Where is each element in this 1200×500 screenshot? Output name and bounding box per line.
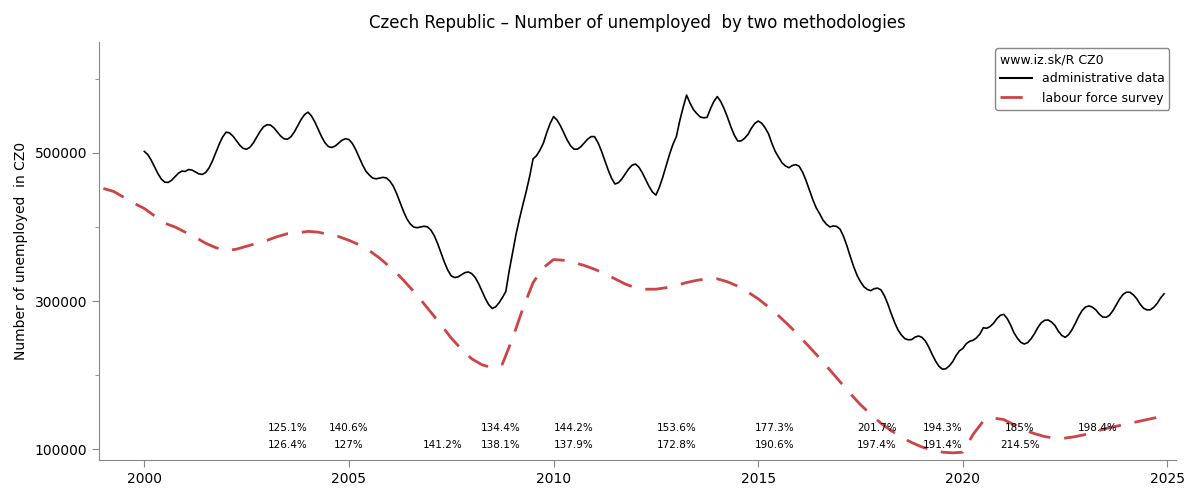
Text: 141.2%: 141.2% <box>424 440 463 450</box>
Text: 140.6%: 140.6% <box>329 422 368 432</box>
Text: 185%: 185% <box>1006 422 1036 432</box>
Text: 190.6%: 190.6% <box>755 440 794 450</box>
Text: 172.8%: 172.8% <box>656 440 696 450</box>
Text: 194.3%: 194.3% <box>923 422 962 432</box>
Text: 138.1%: 138.1% <box>480 440 521 450</box>
Text: 126.4%: 126.4% <box>268 440 307 450</box>
Text: 214.5%: 214.5% <box>1001 440 1040 450</box>
Title: Czech Republic – Number of unemployed  by two methodologies: Czech Republic – Number of unemployed by… <box>370 14 906 32</box>
Text: 137.9%: 137.9% <box>554 440 594 450</box>
Text: 144.2%: 144.2% <box>554 422 594 432</box>
Text: 177.3%: 177.3% <box>755 422 794 432</box>
Text: 191.4%: 191.4% <box>923 440 962 450</box>
Text: 125.1%: 125.1% <box>268 422 307 432</box>
Legend: administrative data, labour force survey: administrative data, labour force survey <box>995 48 1170 110</box>
Text: 153.6%: 153.6% <box>656 422 696 432</box>
Text: 127%: 127% <box>334 440 364 450</box>
Y-axis label: Number of unemployed  in CZ0: Number of unemployed in CZ0 <box>14 142 28 360</box>
Text: 198.4%: 198.4% <box>1078 422 1117 432</box>
Text: 134.4%: 134.4% <box>480 422 521 432</box>
Text: 201.7%: 201.7% <box>857 422 896 432</box>
Text: 197.4%: 197.4% <box>857 440 896 450</box>
